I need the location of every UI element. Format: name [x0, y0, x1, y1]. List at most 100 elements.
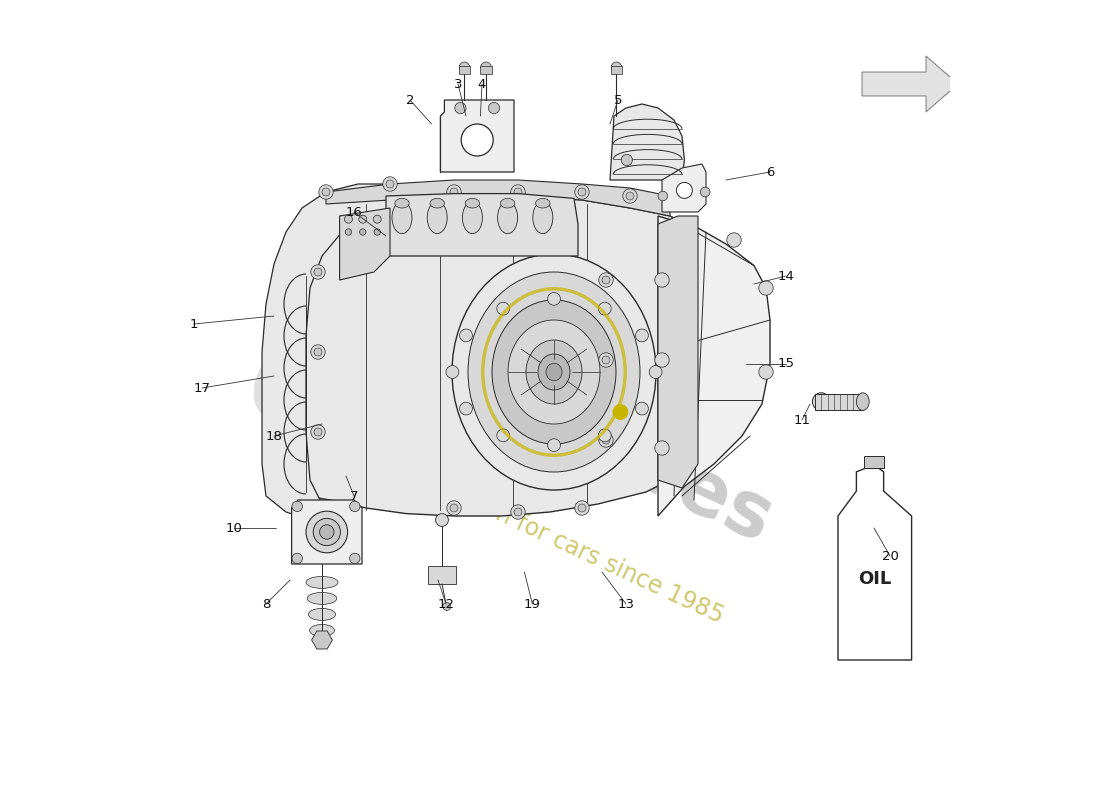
Ellipse shape: [488, 102, 499, 114]
Ellipse shape: [462, 202, 483, 234]
Text: 17: 17: [194, 382, 210, 394]
Bar: [459, 66, 470, 74]
Ellipse shape: [497, 202, 518, 234]
Ellipse shape: [500, 198, 515, 208]
Ellipse shape: [344, 215, 352, 223]
Ellipse shape: [636, 402, 648, 415]
Ellipse shape: [306, 511, 348, 553]
Ellipse shape: [350, 501, 360, 512]
Polygon shape: [440, 100, 514, 172]
Ellipse shape: [492, 300, 616, 444]
Ellipse shape: [292, 501, 302, 512]
Ellipse shape: [443, 602, 451, 610]
Polygon shape: [838, 468, 912, 660]
Polygon shape: [326, 180, 670, 216]
Ellipse shape: [465, 198, 480, 208]
Ellipse shape: [447, 185, 461, 199]
Ellipse shape: [452, 254, 656, 490]
Polygon shape: [662, 164, 706, 212]
Ellipse shape: [468, 272, 640, 472]
Text: 11: 11: [793, 414, 811, 426]
Ellipse shape: [450, 504, 458, 512]
Ellipse shape: [626, 192, 634, 200]
Text: 12: 12: [438, 598, 454, 610]
Bar: [481, 66, 492, 74]
Ellipse shape: [497, 302, 509, 315]
Text: 2: 2: [406, 94, 415, 106]
Ellipse shape: [454, 102, 466, 114]
Ellipse shape: [548, 438, 560, 451]
Polygon shape: [292, 500, 362, 564]
Ellipse shape: [395, 198, 409, 208]
Ellipse shape: [322, 188, 330, 196]
Ellipse shape: [759, 281, 773, 295]
Polygon shape: [386, 194, 578, 256]
Ellipse shape: [307, 592, 337, 605]
Ellipse shape: [459, 62, 470, 72]
Polygon shape: [340, 208, 390, 280]
Ellipse shape: [654, 353, 669, 367]
Text: 13: 13: [617, 598, 635, 610]
Polygon shape: [658, 216, 698, 488]
Ellipse shape: [727, 233, 741, 247]
Polygon shape: [306, 196, 722, 516]
Text: 14: 14: [778, 270, 794, 282]
Ellipse shape: [311, 345, 326, 359]
Text: 8: 8: [262, 598, 271, 610]
Ellipse shape: [436, 514, 449, 526]
Ellipse shape: [538, 354, 570, 390]
Polygon shape: [862, 56, 958, 112]
Ellipse shape: [623, 189, 637, 203]
Ellipse shape: [319, 185, 333, 199]
Ellipse shape: [460, 329, 472, 342]
Ellipse shape: [654, 441, 669, 455]
Ellipse shape: [536, 198, 550, 208]
Ellipse shape: [497, 429, 509, 442]
Ellipse shape: [575, 501, 590, 515]
Ellipse shape: [813, 393, 830, 410]
Polygon shape: [262, 184, 390, 520]
Ellipse shape: [386, 180, 394, 188]
Ellipse shape: [602, 276, 610, 284]
Ellipse shape: [598, 353, 613, 367]
Ellipse shape: [548, 293, 560, 306]
Bar: [610, 66, 621, 74]
Ellipse shape: [598, 429, 612, 442]
Ellipse shape: [350, 554, 360, 563]
Ellipse shape: [613, 405, 628, 419]
Ellipse shape: [514, 188, 522, 196]
Ellipse shape: [320, 525, 334, 539]
Ellipse shape: [460, 402, 472, 415]
Ellipse shape: [510, 185, 525, 199]
Ellipse shape: [602, 436, 610, 444]
Text: a passion for cars since 1985: a passion for cars since 1985: [405, 460, 728, 628]
Ellipse shape: [447, 501, 461, 515]
Text: 5: 5: [614, 94, 623, 106]
Ellipse shape: [314, 348, 322, 356]
Ellipse shape: [450, 188, 458, 196]
Ellipse shape: [311, 425, 326, 439]
Text: OIL: OIL: [858, 570, 891, 588]
Ellipse shape: [306, 576, 338, 589]
Ellipse shape: [857, 393, 869, 410]
Ellipse shape: [360, 229, 366, 235]
Text: 3: 3: [453, 78, 462, 90]
Ellipse shape: [621, 154, 632, 166]
Polygon shape: [658, 216, 770, 516]
Ellipse shape: [392, 202, 412, 234]
Ellipse shape: [510, 505, 525, 519]
Ellipse shape: [578, 188, 586, 196]
Bar: [428, 566, 456, 584]
Ellipse shape: [508, 320, 600, 424]
Ellipse shape: [373, 215, 382, 223]
Bar: [865, 455, 884, 468]
Text: 15: 15: [778, 358, 794, 370]
Ellipse shape: [578, 504, 586, 512]
Text: 7: 7: [350, 490, 359, 502]
Polygon shape: [311, 631, 332, 649]
Text: e: e: [248, 323, 324, 445]
Ellipse shape: [649, 366, 662, 378]
Ellipse shape: [374, 229, 381, 235]
Ellipse shape: [602, 356, 610, 364]
Text: eurospares: eurospares: [316, 289, 784, 559]
